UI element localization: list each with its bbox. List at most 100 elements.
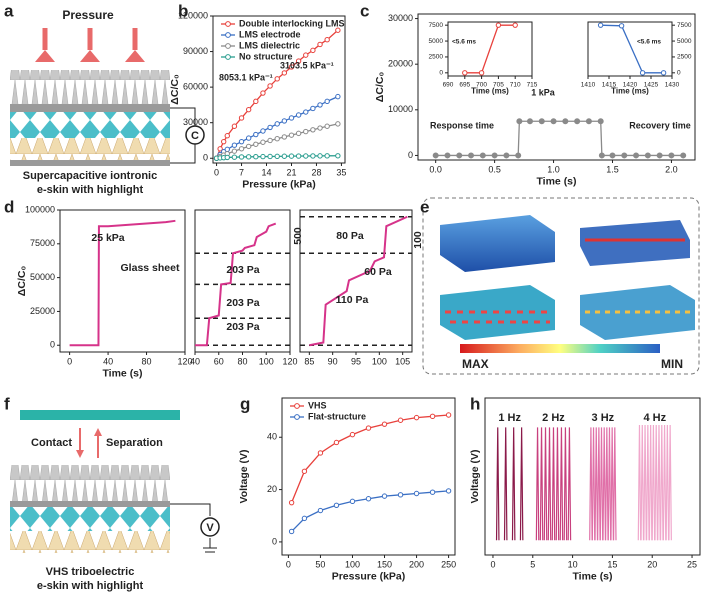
y-tick-label: 7500	[677, 22, 692, 29]
series-label: 3 Hz	[592, 412, 615, 424]
marker	[456, 152, 463, 159]
arrow-head	[76, 450, 84, 458]
panel-label: d	[4, 197, 14, 216]
y-tick-label: 50000	[30, 272, 55, 282]
series-line	[309, 215, 408, 347]
marker	[231, 142, 238, 148]
y-axis-label: ΔC/C₀	[374, 72, 386, 103]
plot-frame	[59, 209, 186, 353]
pulse	[610, 427, 614, 541]
x-tick-label: 40	[103, 357, 113, 367]
marker	[365, 425, 372, 431]
series-label: 1 Hz	[498, 412, 521, 424]
marker	[317, 102, 323, 108]
y-tick-label: 0	[272, 536, 277, 546]
plot-frame	[281, 397, 456, 556]
x-tick-label: 1.5	[606, 165, 619, 175]
annotation: 1 kPa	[531, 87, 556, 97]
x-tick-label: 0	[67, 357, 72, 367]
y-axis-label: Voltage (V)	[238, 449, 250, 503]
pulse	[495, 427, 500, 541]
marker	[303, 109, 309, 115]
x-tick-label: 690	[443, 81, 454, 88]
marker	[324, 37, 330, 43]
marker	[238, 154, 245, 160]
marker	[317, 125, 323, 131]
marker	[317, 41, 323, 48]
marker	[597, 118, 604, 125]
marker	[324, 123, 330, 129]
annotation: Recovery time	[629, 120, 691, 130]
marker	[267, 137, 273, 144]
caption: e-skin with highlight	[37, 580, 144, 592]
pulse	[589, 427, 593, 541]
y-tick-label: 20	[267, 484, 277, 494]
pulse	[503, 427, 508, 541]
panel-label: g	[240, 394, 250, 413]
x-tick-label: 0.0	[429, 165, 442, 175]
x-tick-label: 1.0	[547, 165, 560, 175]
marker	[295, 112, 302, 118]
legend-marker	[225, 54, 231, 60]
x-tick-label: 80	[142, 357, 152, 367]
y-tick-label: 7500	[429, 22, 444, 29]
marker	[413, 490, 420, 497]
marker	[680, 152, 687, 159]
pulse	[519, 427, 524, 541]
x-tick-label: 0	[286, 560, 291, 570]
marker	[550, 118, 557, 125]
layer	[10, 507, 170, 531]
y-tick-label: 100000	[25, 204, 55, 214]
marker	[288, 499, 295, 506]
pulse	[591, 427, 596, 541]
meter	[200, 517, 220, 537]
marker	[288, 528, 295, 535]
stress	[445, 310, 550, 324]
pulse	[551, 427, 556, 541]
marker	[301, 468, 308, 474]
arrow-head	[80, 50, 100, 62]
x-tick-label: 28	[311, 168, 321, 178]
marker	[274, 121, 280, 127]
pulse	[665, 424, 670, 541]
y-tick-label: 2500	[677, 54, 692, 61]
x-axis-label: Pressure (kPa)	[332, 570, 406, 582]
x-tick-label: 695	[459, 81, 470, 88]
legend-marker	[294, 414, 300, 420]
marker	[644, 152, 651, 159]
marker	[217, 146, 223, 152]
caption: e-skin with highlight	[37, 184, 144, 196]
marker	[317, 153, 323, 159]
y-tick-label: 5000	[429, 38, 444, 45]
marker	[335, 93, 341, 100]
annotation: 203 Pa	[226, 297, 259, 309]
x-tick-label: 700	[476, 81, 487, 88]
marker	[381, 421, 388, 427]
x-tick-label: 60	[214, 357, 224, 367]
marker	[597, 22, 604, 28]
marker	[444, 152, 451, 159]
marker	[512, 22, 518, 28]
y-axis-label: ΔC/C₀	[169, 74, 181, 105]
x-tick-label: 0	[214, 168, 219, 178]
x-axis-label: Time (ms)	[471, 87, 509, 96]
pulse	[607, 427, 612, 541]
dielectric	[10, 138, 170, 160]
plot-frame	[587, 21, 673, 77]
marker	[324, 98, 330, 105]
marker	[260, 128, 266, 134]
x-tick-label: 21	[286, 168, 296, 178]
legend-label: LMS dielectric	[239, 40, 300, 50]
pulse	[563, 427, 568, 541]
pulse	[511, 427, 516, 541]
y-tick-label: 0	[203, 153, 208, 163]
marker	[303, 128, 309, 135]
marker	[267, 83, 273, 89]
marker	[515, 152, 522, 159]
marker	[429, 489, 436, 495]
marker	[274, 135, 280, 142]
colorbar	[460, 344, 660, 353]
marker	[656, 152, 663, 159]
marker	[317, 507, 324, 514]
